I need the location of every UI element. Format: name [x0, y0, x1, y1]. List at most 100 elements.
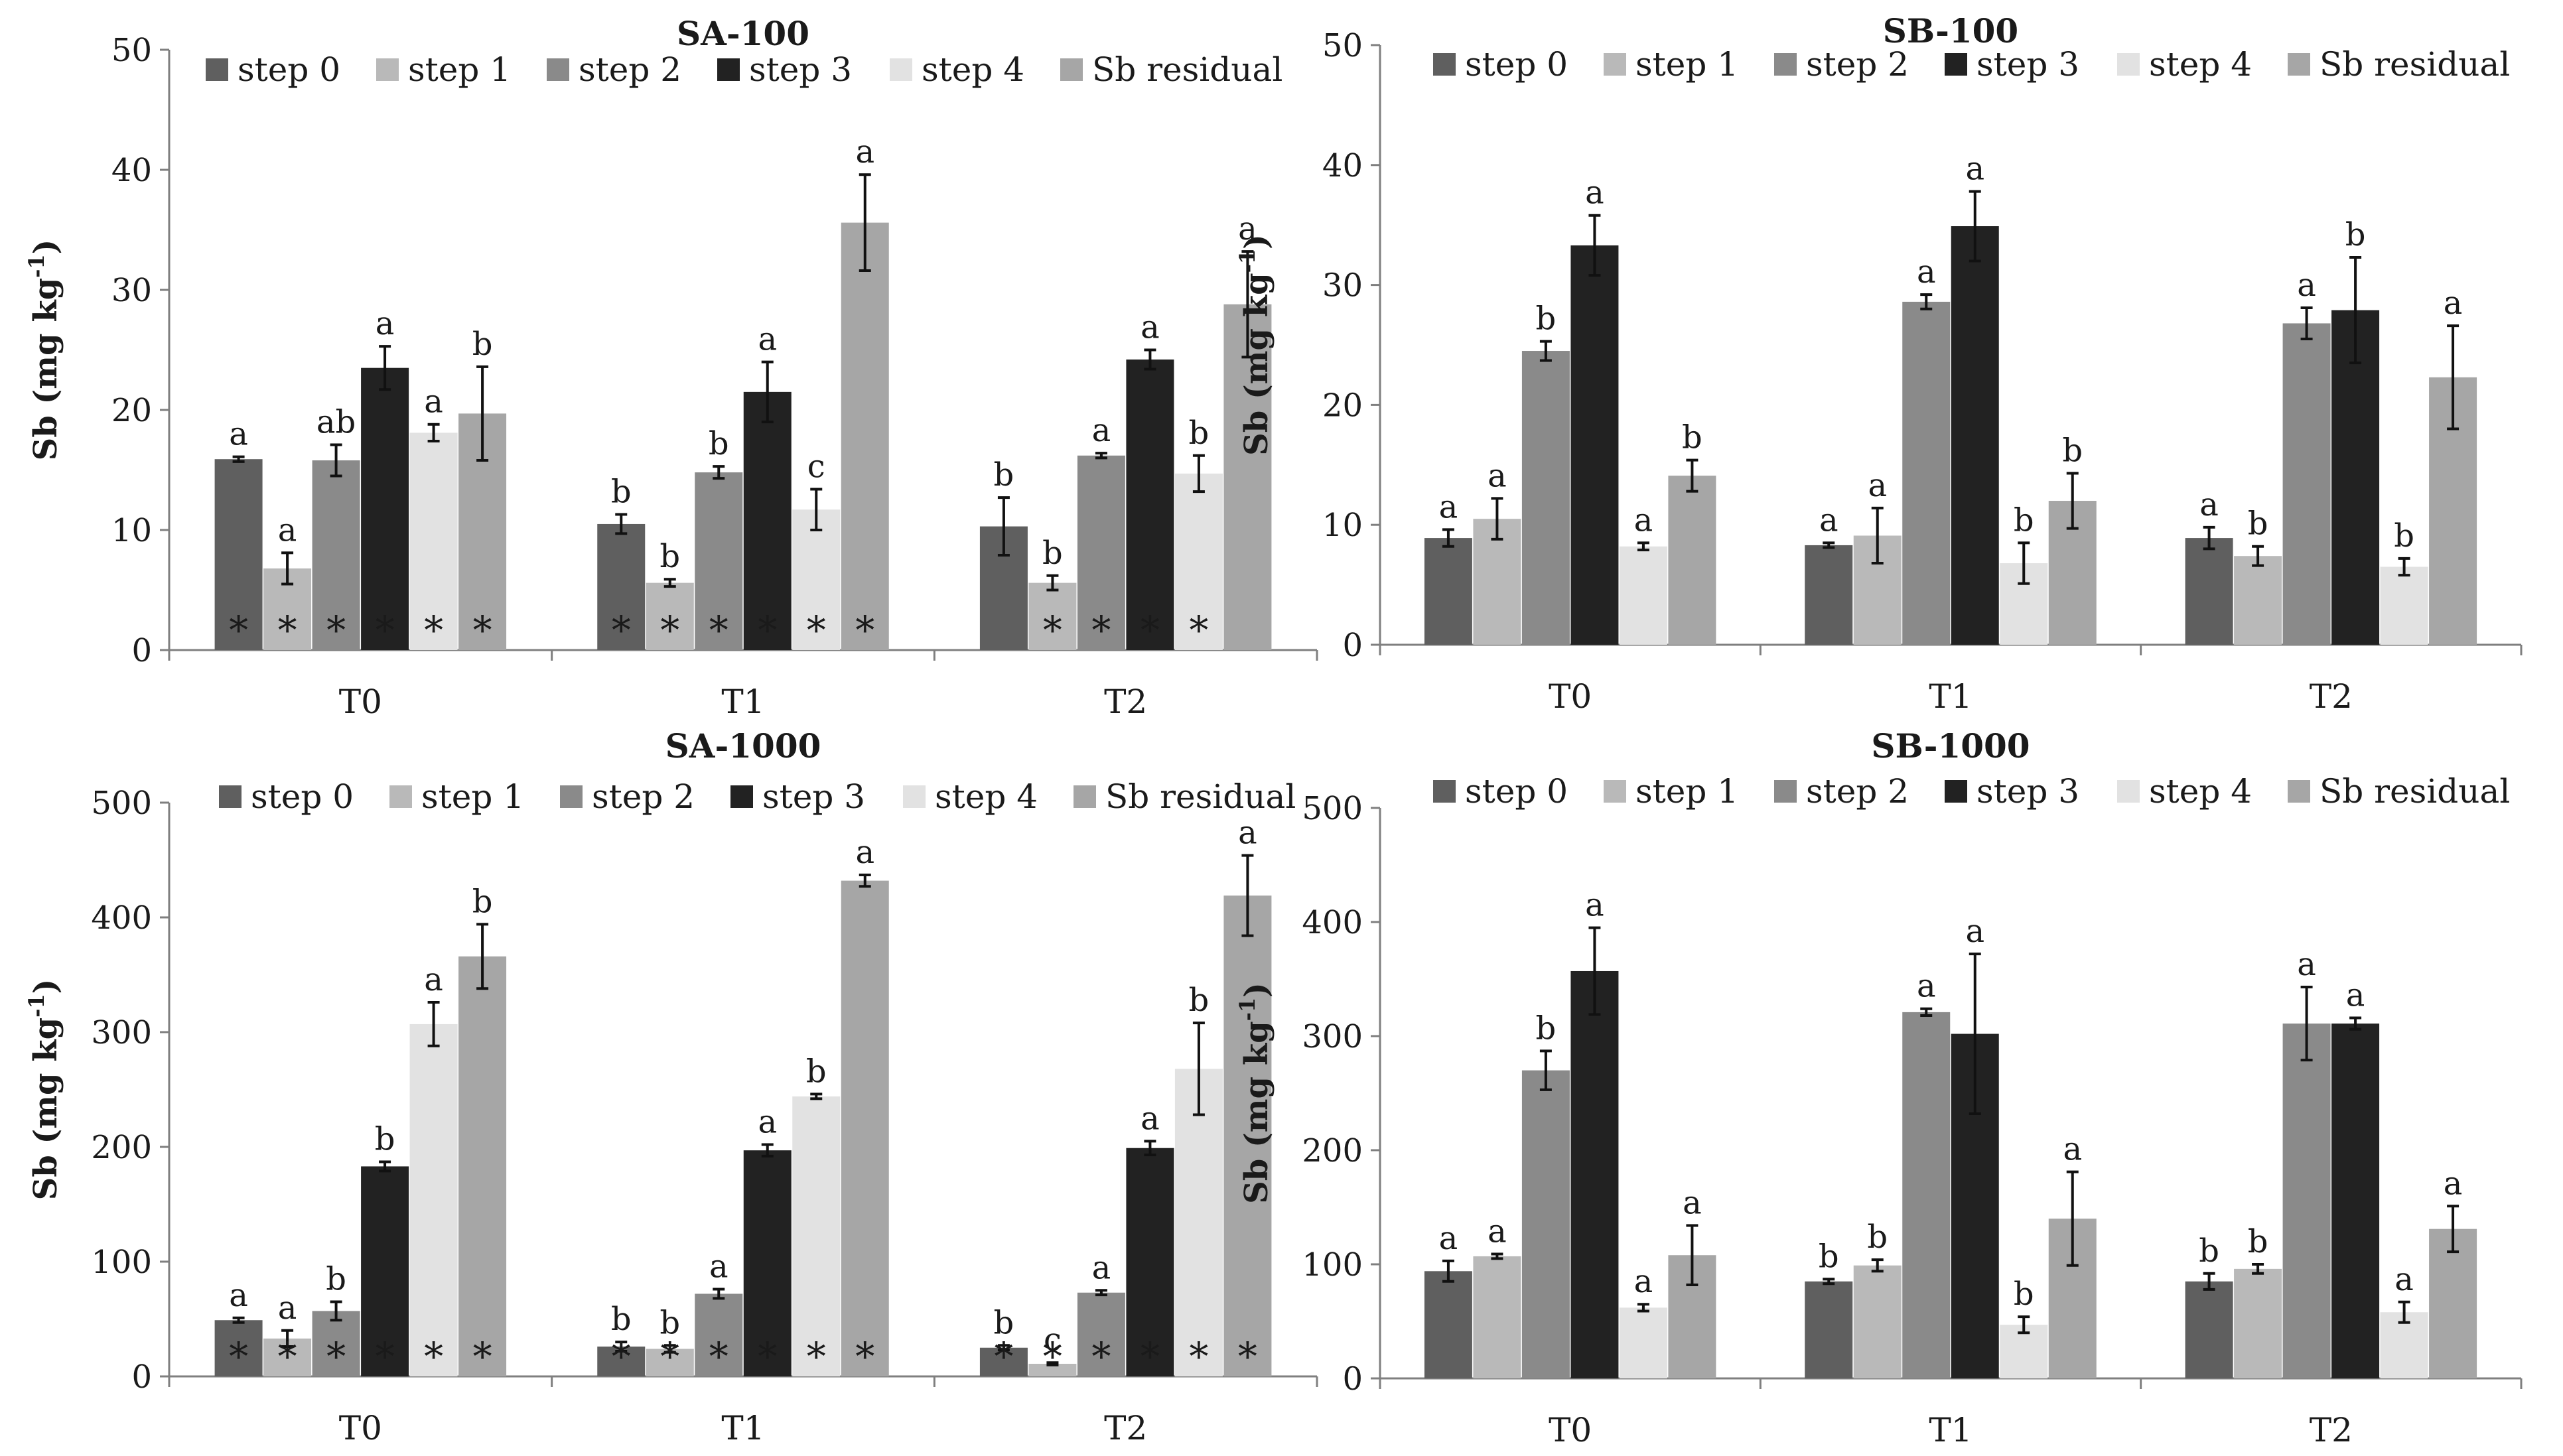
- chart-title: SB-100: [1883, 11, 2018, 50]
- significance-letter: a: [1141, 309, 1160, 346]
- legend-swatch: [890, 58, 912, 81]
- y-axis-label-close: ): [1238, 982, 1275, 998]
- legend-swatch: [219, 785, 242, 808]
- significance-star: *: [278, 1334, 297, 1379]
- bar: [409, 432, 458, 650]
- bar: [312, 1311, 360, 1376]
- y-tick-label: 40: [1322, 147, 1363, 184]
- bar: [743, 391, 792, 650]
- significance-letter: b: [806, 1053, 827, 1090]
- bar: [2282, 1024, 2331, 1378]
- legend-label: step 0: [1465, 772, 1568, 811]
- significance-letter: b: [709, 425, 729, 462]
- legend-swatch: [903, 785, 926, 808]
- legend-swatch: [1945, 53, 1967, 76]
- bar: [1473, 1256, 1521, 1378]
- bar: [646, 582, 694, 650]
- significance-letter: a: [1585, 887, 1604, 924]
- significance-star: *: [326, 1334, 346, 1379]
- significance-letter: a: [1917, 253, 1936, 291]
- significance-star: *: [807, 608, 826, 653]
- legend-label: Sb residual: [1092, 50, 1282, 89]
- significance-letter: a: [1634, 501, 1653, 539]
- bar: [214, 1320, 263, 1376]
- bar: [2185, 1281, 2233, 1378]
- bar: [312, 460, 360, 650]
- significance-star: *: [1189, 608, 1208, 653]
- bar: [1028, 582, 1077, 650]
- significance-letter: a: [2394, 1261, 2414, 1298]
- legend-label: step 3: [1976, 45, 2079, 84]
- bar: [841, 880, 889, 1376]
- legend-swatch: [2288, 780, 2310, 803]
- significance-letter: b: [994, 1304, 1014, 1341]
- y-tick-label: 0: [131, 632, 152, 669]
- chart-title: SA-1000: [665, 726, 821, 765]
- significance-letter: a: [229, 416, 248, 453]
- significance-star: *: [994, 1334, 1013, 1379]
- y-axis-label-sup: -1: [24, 254, 49, 278]
- significance-letter: a: [1965, 913, 1984, 950]
- legend-label: step 4: [935, 777, 1038, 816]
- x-tick-label: T1: [721, 683, 764, 721]
- significance-letter: a: [1439, 488, 1458, 525]
- y-tick-label: 100: [91, 1244, 152, 1281]
- significance-letter: b: [1682, 419, 1702, 456]
- bar: [1619, 1307, 1667, 1378]
- significance-letter: a: [709, 1248, 728, 1286]
- significance-star: *: [1091, 1334, 1111, 1379]
- y-axis-label: Sb (mg kg-1): [24, 979, 64, 1201]
- bar: [792, 1096, 841, 1376]
- x-tick-label: T2: [2310, 677, 2353, 716]
- legend-label: step 1: [421, 777, 524, 816]
- bar: [841, 222, 889, 650]
- legend-label: step 0: [1465, 45, 1568, 84]
- y-tick-label: 10: [1322, 507, 1363, 544]
- significance-letter: b: [611, 473, 632, 510]
- significance-star: *: [1141, 608, 1160, 653]
- bar: [1570, 970, 1619, 1378]
- significance-letter: b: [659, 538, 680, 575]
- significance-star: *: [473, 608, 492, 653]
- significance-letter: a: [1917, 968, 1936, 1005]
- y-tick-label: 20: [1322, 387, 1363, 424]
- significance-letter: a: [1585, 174, 1604, 212]
- bar: [1424, 1271, 1472, 1378]
- legend-swatch: [1945, 780, 1967, 803]
- y-tick-label: 100: [1302, 1246, 1363, 1284]
- legend-swatch: [1774, 53, 1797, 76]
- x-tick-label: T1: [1929, 677, 1972, 716]
- significance-letter: b: [472, 883, 493, 920]
- y-tick-label: 400: [91, 899, 152, 937]
- bar: [743, 1150, 792, 1376]
- significance-letter: a: [1092, 1249, 1111, 1286]
- bar: [1805, 1281, 1853, 1378]
- y-tick-label: 50: [1322, 27, 1363, 64]
- significance-letter: b: [2248, 1223, 2268, 1260]
- bar: [1619, 546, 1667, 645]
- significance-star: *: [807, 1334, 826, 1379]
- chart-title: SB-1000: [1871, 726, 2030, 765]
- y-axis-label-sup: -1: [1235, 249, 1260, 273]
- significance-star: *: [1189, 1334, 1208, 1379]
- legend-swatch: [1774, 780, 1797, 803]
- significance-star: *: [473, 1334, 492, 1379]
- y-axis-label-sup: -1: [24, 994, 49, 1018]
- bar: [361, 367, 409, 650]
- y-tick-label: 200: [91, 1129, 152, 1166]
- y-axis-label-main: Sb (mg kg: [27, 278, 64, 461]
- bar: [458, 956, 507, 1376]
- bar: [1174, 473, 1223, 650]
- significance-star: *: [855, 608, 874, 653]
- significance-letter: b: [1819, 1238, 1839, 1275]
- significance-letter: a: [229, 1277, 248, 1314]
- y-tick-label: 40: [111, 152, 152, 189]
- significance-letter: b: [1189, 982, 1210, 1019]
- significance-star: *: [612, 608, 631, 653]
- significance-letter: b: [2248, 505, 2268, 543]
- chart-title: SA-100: [677, 14, 809, 53]
- significance-star: *: [758, 1334, 777, 1379]
- legend-label: step 1: [1635, 45, 1738, 84]
- bar: [695, 472, 743, 650]
